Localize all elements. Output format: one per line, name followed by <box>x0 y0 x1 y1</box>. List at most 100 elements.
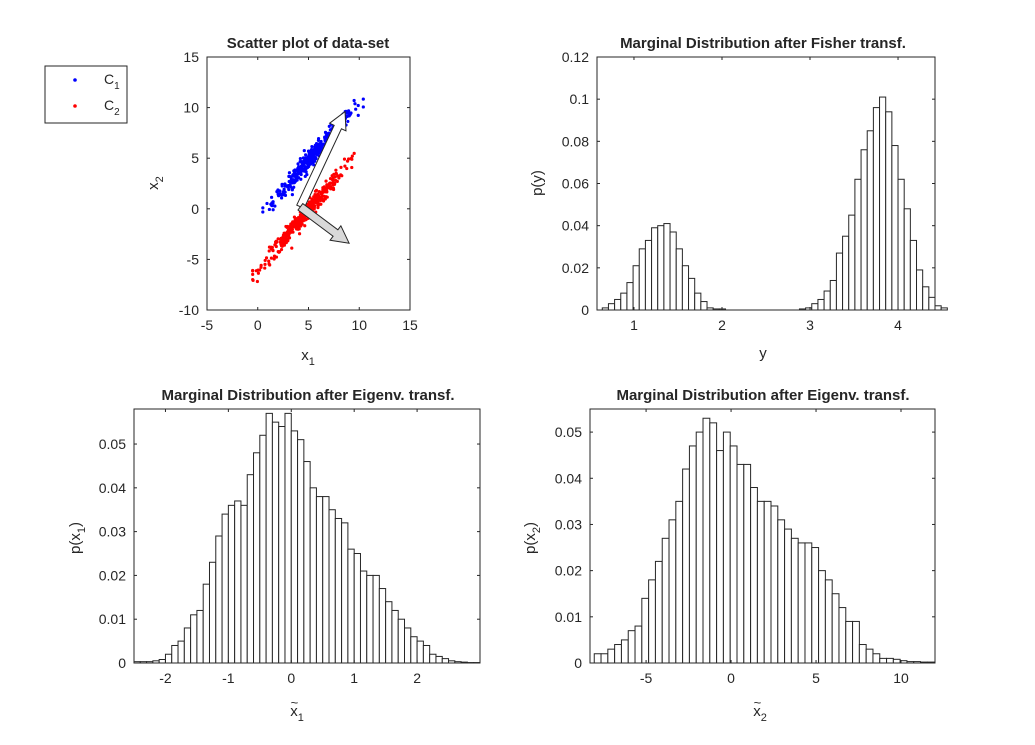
scatter-point <box>353 102 357 106</box>
scatter-point <box>331 181 335 186</box>
scatter-point <box>314 157 318 161</box>
histogram-bar <box>322 496 330 664</box>
histogram-bar <box>309 487 317 664</box>
histogram-bar <box>651 227 659 311</box>
scatter-point <box>299 177 303 181</box>
scatter-point <box>281 190 285 194</box>
histogram-bar <box>909 239 918 311</box>
scatter-point <box>279 196 284 200</box>
histogram-bar <box>164 653 173 664</box>
scatter-point <box>264 256 269 260</box>
eigen-x1-ylabel: p(x1) <box>67 522 88 554</box>
histogram-bar <box>600 653 609 664</box>
eigen-x2-panel: Marginal Distribution after Eigenv. tran… <box>522 387 936 724</box>
histogram-bar <box>404 627 412 664</box>
scatter-panel: Scatter plot of data-set x1 x2 -5 0 5 10 15 -… <box>145 35 418 368</box>
scatter-point <box>320 191 324 195</box>
scatter-point <box>267 262 271 266</box>
scatter-point <box>316 142 320 146</box>
scatter-point <box>270 195 274 199</box>
y-tick-label: -10 <box>179 302 199 318</box>
histogram-bar <box>644 239 653 311</box>
x-tick-label: 2 <box>718 317 726 333</box>
histogram-bar <box>928 296 936 311</box>
scatter-point <box>287 174 292 179</box>
histogram-bar <box>435 655 443 664</box>
histogram-bar <box>265 412 273 664</box>
histogram-bar <box>675 500 684 664</box>
scatter-point <box>303 224 307 228</box>
histogram-bar <box>657 225 665 311</box>
histogram-bar <box>729 445 738 664</box>
x-tick-label: 4 <box>894 317 902 333</box>
scatter-point <box>313 193 317 197</box>
histogram-bar <box>872 107 881 311</box>
scatter-point <box>287 171 292 175</box>
histogram-bar <box>835 252 844 311</box>
histogram-bar <box>669 231 677 311</box>
scatter-legend: C1 C2 <box>44 65 128 124</box>
scatter-point <box>314 188 319 193</box>
histogram-bar <box>315 496 324 664</box>
histogram-bar <box>756 500 765 664</box>
histogram-bar <box>661 537 670 664</box>
y-tick-label: 0.03 <box>555 516 582 532</box>
scatter-point <box>310 204 314 208</box>
histogram-bar <box>196 609 204 664</box>
scatter-point <box>343 164 347 168</box>
histogram-bar <box>743 463 752 664</box>
y-tick-label: 0.08 <box>562 133 589 149</box>
scatter-point <box>277 250 281 254</box>
scatter-point <box>284 234 288 238</box>
x-tick-label: -5 <box>201 317 214 333</box>
scatter-point <box>294 226 298 230</box>
histogram-bar <box>886 657 894 664</box>
histogram-bar <box>916 269 924 311</box>
histogram-bar <box>303 461 311 664</box>
histogram-bar <box>848 214 856 311</box>
x-tick-label: 10 <box>893 670 909 686</box>
scatter-point <box>321 142 326 146</box>
scatter-point <box>251 278 255 282</box>
scatter-point <box>276 188 280 192</box>
y-tick-label: 0.1 <box>570 91 590 107</box>
scatter-ylabel: x2 <box>145 176 166 190</box>
scatter-point <box>313 147 317 151</box>
histogram-bar <box>410 636 418 664</box>
y-tick-label: 0.02 <box>555 563 582 579</box>
histogram-bar <box>885 111 893 311</box>
scatter-point <box>311 152 315 156</box>
scatter-point <box>300 219 304 224</box>
scatter-point <box>290 178 294 182</box>
y-tick-label: 5 <box>191 150 199 166</box>
scatter-point <box>349 156 353 161</box>
y-tick-label: 0.02 <box>562 260 589 276</box>
x-tick-label: 5 <box>812 670 820 686</box>
fisher-direction-arrow <box>296 110 347 210</box>
scatter-point <box>333 175 337 179</box>
scatter-point <box>296 169 300 173</box>
eigen-x1-xlabel: ~ x1 <box>290 695 304 724</box>
histogram-bar <box>253 452 261 664</box>
y-tick-label: 10 <box>183 100 199 116</box>
scatter-point <box>263 262 267 266</box>
scatter-point <box>323 197 327 201</box>
histogram-bar <box>334 517 343 664</box>
eigen-x2-title: Marginal Distribution after Eigenv. tran… <box>616 387 909 404</box>
histogram-bar <box>183 627 192 664</box>
histogram-bar <box>695 431 704 664</box>
orthogonal-direction-arrow <box>297 202 350 244</box>
histogram-bar <box>366 574 374 664</box>
eigen-x2-plot-area: -5 0 5 10 0 0.01 0.02 0.03 0.04 0.05 <box>555 408 936 686</box>
scatter-point <box>281 193 286 197</box>
scatter-point <box>310 199 315 203</box>
scatter-point <box>316 203 320 208</box>
scatter-point <box>251 268 255 273</box>
histogram-bar <box>372 574 380 664</box>
scatter-point <box>285 225 289 230</box>
histogram-bar <box>158 658 166 664</box>
scatter-point <box>287 236 292 240</box>
x-tick-label: 0 <box>727 670 735 686</box>
fisher-ylabel: p(y) <box>529 170 546 196</box>
fisher-panel: Marginal Distribution after Fisher trans… <box>529 35 948 362</box>
